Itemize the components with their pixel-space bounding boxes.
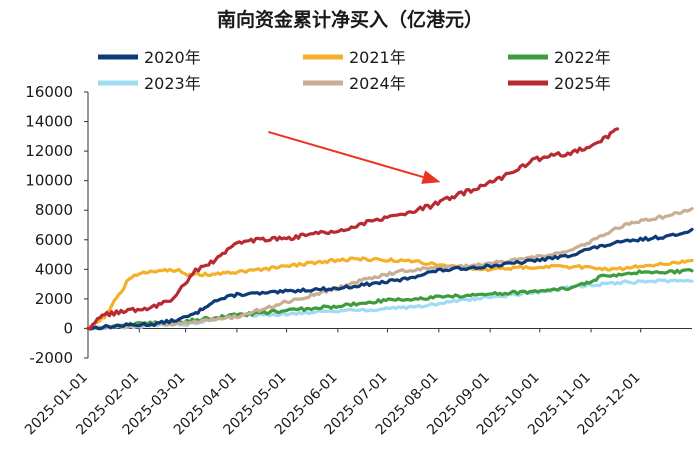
legend-item-2023年: 2023年: [98, 74, 201, 93]
legend-label: 2024年: [349, 74, 406, 93]
y-tick-label: 14000: [25, 113, 73, 131]
y-tick-label: 12000: [25, 142, 73, 160]
legend-item-2020年: 2020年: [98, 48, 201, 67]
legend-label: 2022年: [554, 48, 611, 67]
legend-item-2022年: 2022年: [508, 48, 611, 67]
series-lines: [86, 127, 694, 331]
legend-label: 2020年: [144, 48, 201, 67]
y-tick-label: 6000: [35, 231, 73, 249]
y-tick-label: 8000: [35, 201, 73, 219]
y-tick-label: 16000: [25, 83, 73, 101]
legend-label: 2025年: [554, 74, 611, 93]
y-tick-label: 2000: [35, 290, 73, 308]
arrow-head: [421, 170, 441, 184]
arrow-shaft: [268, 130, 424, 179]
y-tick-label: 4000: [35, 260, 73, 278]
axes: -2000 0 2000 4000 6000 8000 10000 12000 14000 160…: [22, 83, 692, 438]
annotations: [268, 130, 441, 184]
legend-label: 2023年: [144, 74, 201, 93]
legend-label: 2021年: [349, 48, 406, 67]
chart-title: 南向资金累计净买入（亿港元）: [217, 8, 483, 31]
legend-item-2021年: 2021年: [303, 48, 406, 67]
arrow-annotation: [268, 130, 441, 184]
series-line-2022年: [86, 268, 694, 330]
series-line-2020年: [86, 227, 694, 331]
y-tick-label: 10000: [25, 172, 73, 190]
y-tick-label: 0: [63, 319, 73, 337]
legend-item-2024年: 2024年: [303, 74, 406, 93]
series-line-2024年: [86, 207, 694, 330]
legend-item-2025年: 2025年: [508, 74, 611, 93]
y-tick-label: -2000: [29, 349, 73, 367]
legend: 2020年 2021年 2022年 2023年 2024年 2025年: [98, 48, 611, 93]
series-line-2021年: [86, 256, 694, 330]
series-line-2025年: [86, 127, 620, 330]
